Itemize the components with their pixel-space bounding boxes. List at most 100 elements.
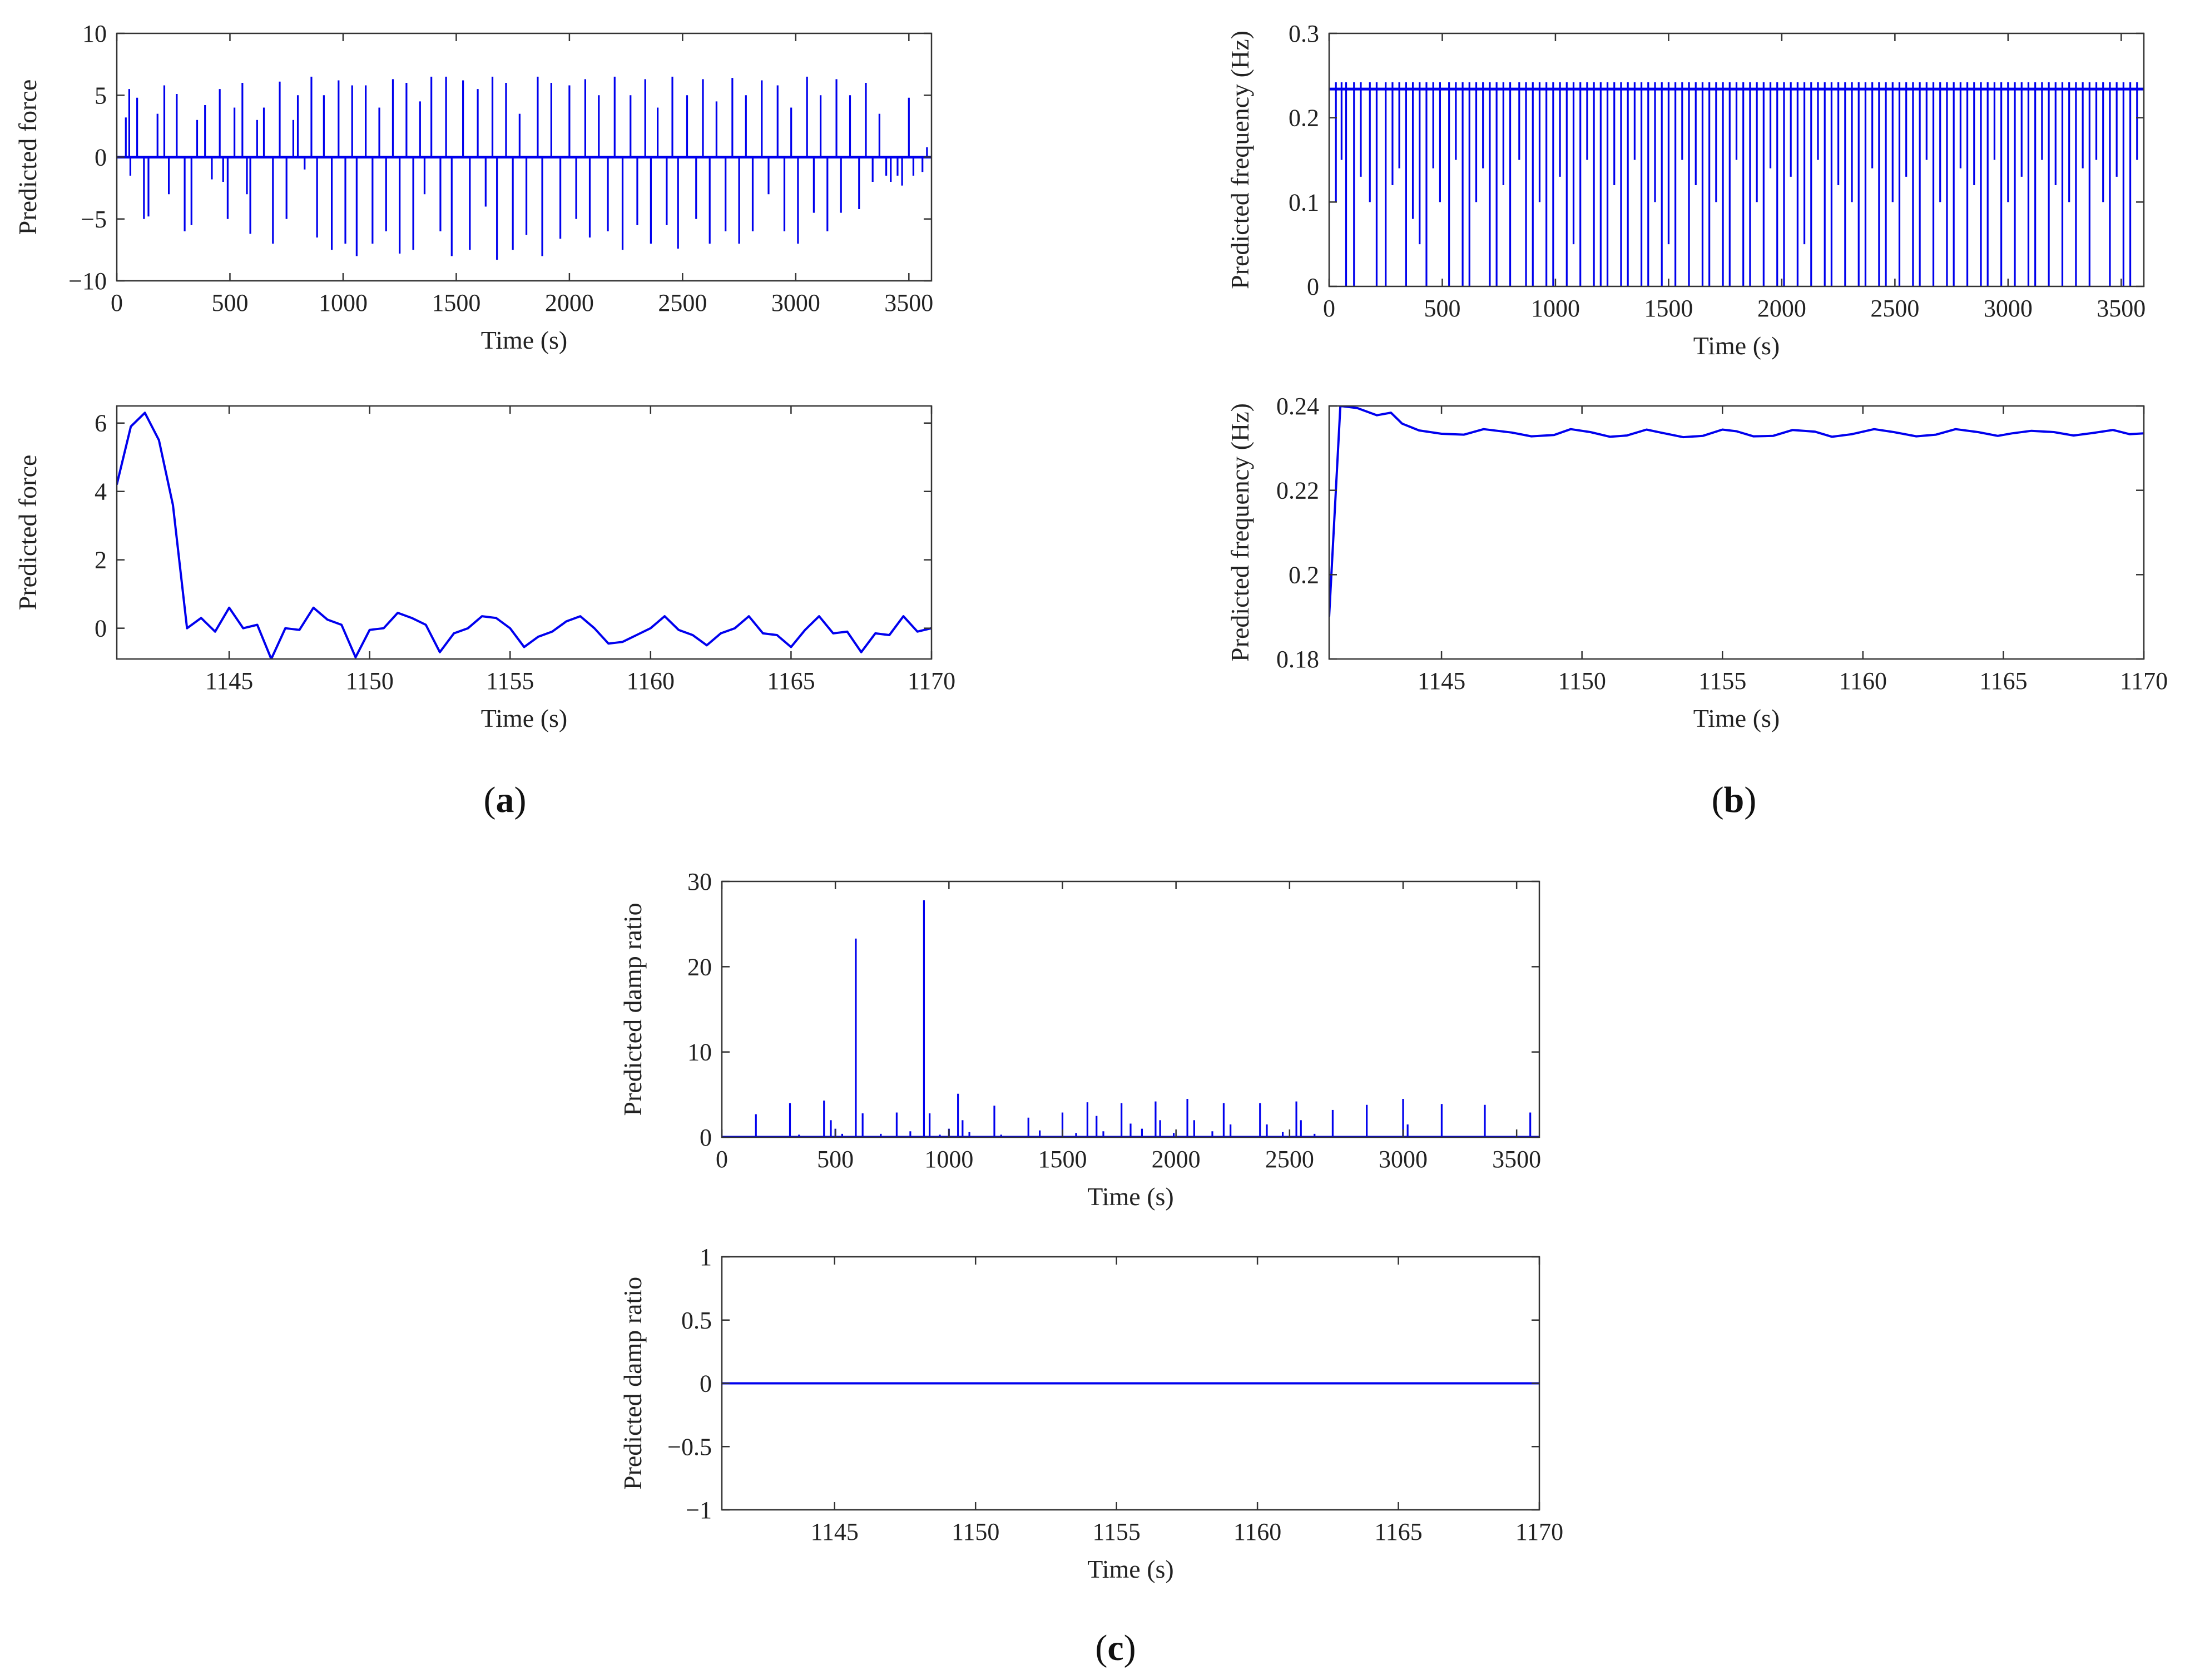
x-tick-label: 1500 [432,289,480,316]
y-tick-label: 0 [95,144,107,171]
x-tick-label: 3000 [771,289,820,316]
panel-open-a: ( [484,780,496,820]
x-tick-label: 1170 [1515,1518,1563,1545]
series-group [117,412,932,659]
x-axis-label: Time (s) [1693,331,1780,360]
series-line [1329,406,2144,617]
x-tick-label: 500 [1424,295,1460,322]
x-axis-label: Time (s) [1087,1555,1174,1583]
series-group [1329,82,2144,286]
x-tick-label: 2000 [545,289,594,316]
x-tick-label: 1145 [205,667,253,695]
x-tick-label: 3500 [2097,295,2146,322]
x-tick-label: 1155 [1698,667,1746,695]
x-tick-label: 1160 [1233,1518,1281,1545]
x-tick-label: 1160 [627,667,675,695]
x-tick-label: 0 [1323,295,1335,322]
y-tick-label: 30 [687,868,712,895]
x-tick-label: 1165 [767,667,815,695]
axes-frame [1328,405,2145,660]
y-axis-label: Predicted damp ratio [618,903,647,1116]
y-tick-label: 0 [700,1124,712,1151]
x-tick-label: 2000 [1757,295,1806,322]
y-tick-label: 0.22 [1276,477,1319,504]
y-tick-label: −5 [81,206,107,233]
x-tick-label: 1155 [1092,1518,1140,1545]
y-tick-label: 10 [82,20,107,47]
y-axis-label: Predicted force [13,455,42,611]
chart-b-bottom: 1145 1150 1155 1160 1165 1170 0.18 0.2 0.22 0.24 T… [1226,393,2168,732]
y-tick-label: 4 [95,478,107,506]
x-tick-label: 0 [111,289,123,316]
x-tick-label: 1170 [2120,667,2168,695]
x-axis-label: Time (s) [1087,1182,1174,1211]
x-tick-label: 1165 [1374,1518,1422,1545]
series-group [117,76,932,260]
x-tick-label: 1150 [345,667,393,695]
chart-c-bottom: 1145 1150 1155 1160 1165 1170 −1 −0.5 0 0.5 1 Time … [618,1243,1563,1583]
x-tick-label: 1165 [1979,667,2027,695]
y-tick-label: 0.18 [1276,646,1319,673]
x-tick-label: 1145 [811,1518,859,1545]
series-group [722,900,1539,1137]
chart-a-bottom: 1145 1150 1155 1160 1165 1170 0 2 4 6 Time (s) Pred… [13,405,955,732]
x-tick-label: 2000 [1152,1146,1201,1173]
y-axis-label: Predicted frequency (Hz) [1226,403,1254,662]
x-axis-label: Time (s) [481,326,568,354]
axes-frame [721,880,1540,1138]
panel-open-c: ( [1095,1628,1107,1668]
series-line [117,412,932,659]
panel-close-a: ) [514,780,527,820]
panel-letter-c: c [1107,1628,1123,1668]
y-axis-label: Predicted frequency (Hz) [1226,31,1254,289]
x-tick-label: 2500 [658,289,707,316]
y-tick-label: 2 [95,547,107,574]
x-tick-label: 3000 [1984,295,2033,322]
axes-frame [116,405,933,660]
y-tick-label: 0 [700,1370,712,1397]
x-tick-label: 1500 [1038,1146,1087,1173]
panel-caption-a: (a) [484,780,527,820]
x-tick-label: 1160 [1839,667,1887,695]
panel-letter-a: a [496,780,514,820]
x-tick-label: 1145 [1418,667,1465,695]
chart-b-top: 0 500 1000 1500 2000 2500 3000 3500 0 0.1 0.2 0.3 Ti… [1226,20,2146,360]
x-axis-label: Time (s) [1693,704,1780,732]
y-tick-label: 0 [1307,273,1319,300]
y-tick-label: 0.5 [681,1307,712,1334]
x-tick-label: 3000 [1379,1146,1428,1173]
x-tick-label: 2500 [1870,295,1919,322]
y-tick-label: 6 [95,410,107,437]
chart-a-top: 0 500 1000 1500 2000 2500 3000 3500 −10 −5 0 5 10 Tim… [13,20,933,354]
y-tick-label: 0.3 [1289,20,1319,47]
y-axis-label: Predicted force [13,80,42,235]
panel-letter-b: b [1724,780,1745,820]
x-tick-label: 500 [817,1146,854,1173]
x-tick-label: 500 [211,289,248,316]
x-tick-label: 0 [716,1146,728,1173]
x-tick-label: 1150 [1558,667,1606,695]
x-tick-label: 1000 [924,1146,973,1173]
y-tick-label: −10 [68,267,107,295]
x-tick-label: 1000 [319,289,368,316]
series-group [1329,406,2144,617]
axes-frame [1328,32,2145,288]
panel-open-b: ( [1712,780,1724,820]
y-tick-label: −0.5 [667,1433,712,1460]
chart-c-top: 0 500 1000 1500 2000 2500 3000 3500 0 10 20 30 Time … [618,868,1541,1211]
y-axis-label: Predicted damp ratio [618,1277,647,1490]
y-tick-label: 0.1 [1289,189,1319,216]
y-tick-label: 0 [95,615,107,642]
x-tick-label: 3500 [1492,1146,1541,1173]
x-tick-label: 3500 [884,289,933,316]
x-axis-label: Time (s) [481,704,568,732]
y-tick-label: 20 [687,953,712,980]
y-tick-label: 0.2 [1289,561,1319,588]
panel-close-c: ) [1124,1628,1136,1668]
x-tick-label: 1155 [486,667,534,695]
y-tick-label: 0.2 [1289,105,1319,132]
y-tick-label: 1 [700,1243,712,1271]
y-tick-label: 0.24 [1276,393,1319,420]
y-tick-label: −1 [686,1496,712,1524]
